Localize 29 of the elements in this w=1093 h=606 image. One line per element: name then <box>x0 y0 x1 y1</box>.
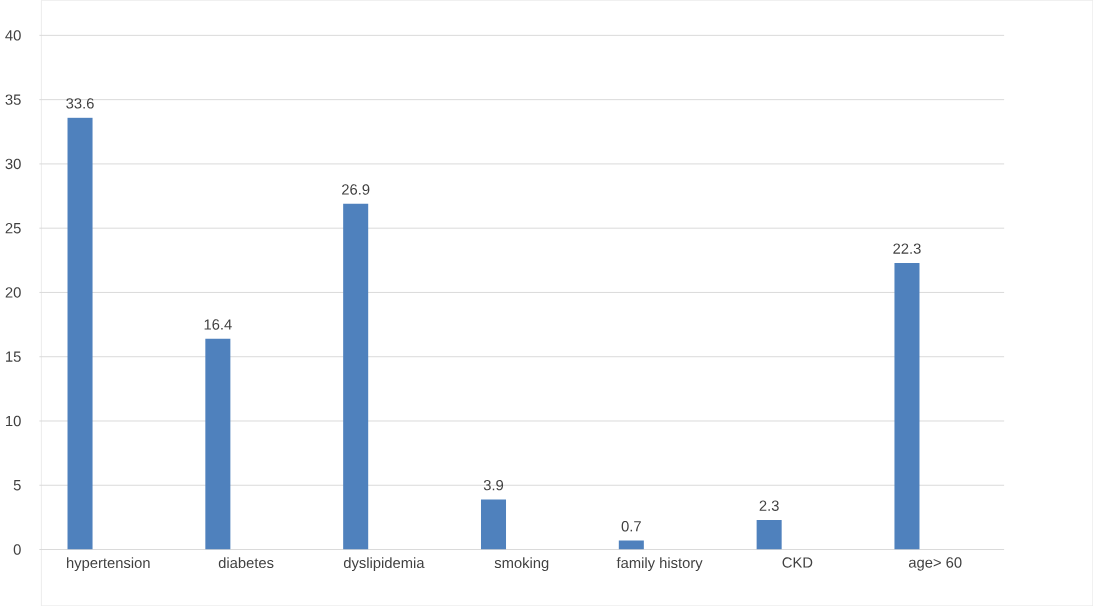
y-tick-label: 30 <box>5 158 21 170</box>
data-label: 16.4 <box>204 319 232 330</box>
y-tick-label: 5 <box>13 480 21 491</box>
y-tick-label: 40 <box>5 30 21 41</box>
data-label: 0.7 <box>621 521 641 532</box>
x-tick-label: diabetes <box>218 557 274 569</box>
bar <box>343 203 369 550</box>
data-label: 33.6 <box>66 98 94 109</box>
x-tick-label: dyslipidemia <box>343 557 425 571</box>
bar <box>756 519 782 550</box>
x-tick-label: age> 60 <box>908 557 962 571</box>
bar <box>894 262 920 550</box>
data-label: 3.9 <box>483 479 504 491</box>
x-tick-label: CKD <box>782 557 813 568</box>
y-tick-label: 25 <box>5 222 21 234</box>
bar <box>205 338 231 550</box>
data-label: 2.3 <box>759 500 779 511</box>
bar <box>67 117 93 550</box>
x-tick-label: hypertension <box>67 557 150 571</box>
x-tick-label: family history <box>616 557 703 571</box>
y-tick-label: 10 <box>6 415 21 427</box>
data-label: 22.3 <box>893 243 921 254</box>
y-tick-label: 35 <box>5 94 21 105</box>
x-tick-label: smoking <box>494 557 549 571</box>
y-tick-label: 0 <box>13 544 21 555</box>
y-tick-label: 20 <box>5 287 21 298</box>
y-tick-label: 15 <box>6 351 21 362</box>
bar <box>480 499 507 550</box>
data-label: 26.9 <box>342 184 370 195</box>
